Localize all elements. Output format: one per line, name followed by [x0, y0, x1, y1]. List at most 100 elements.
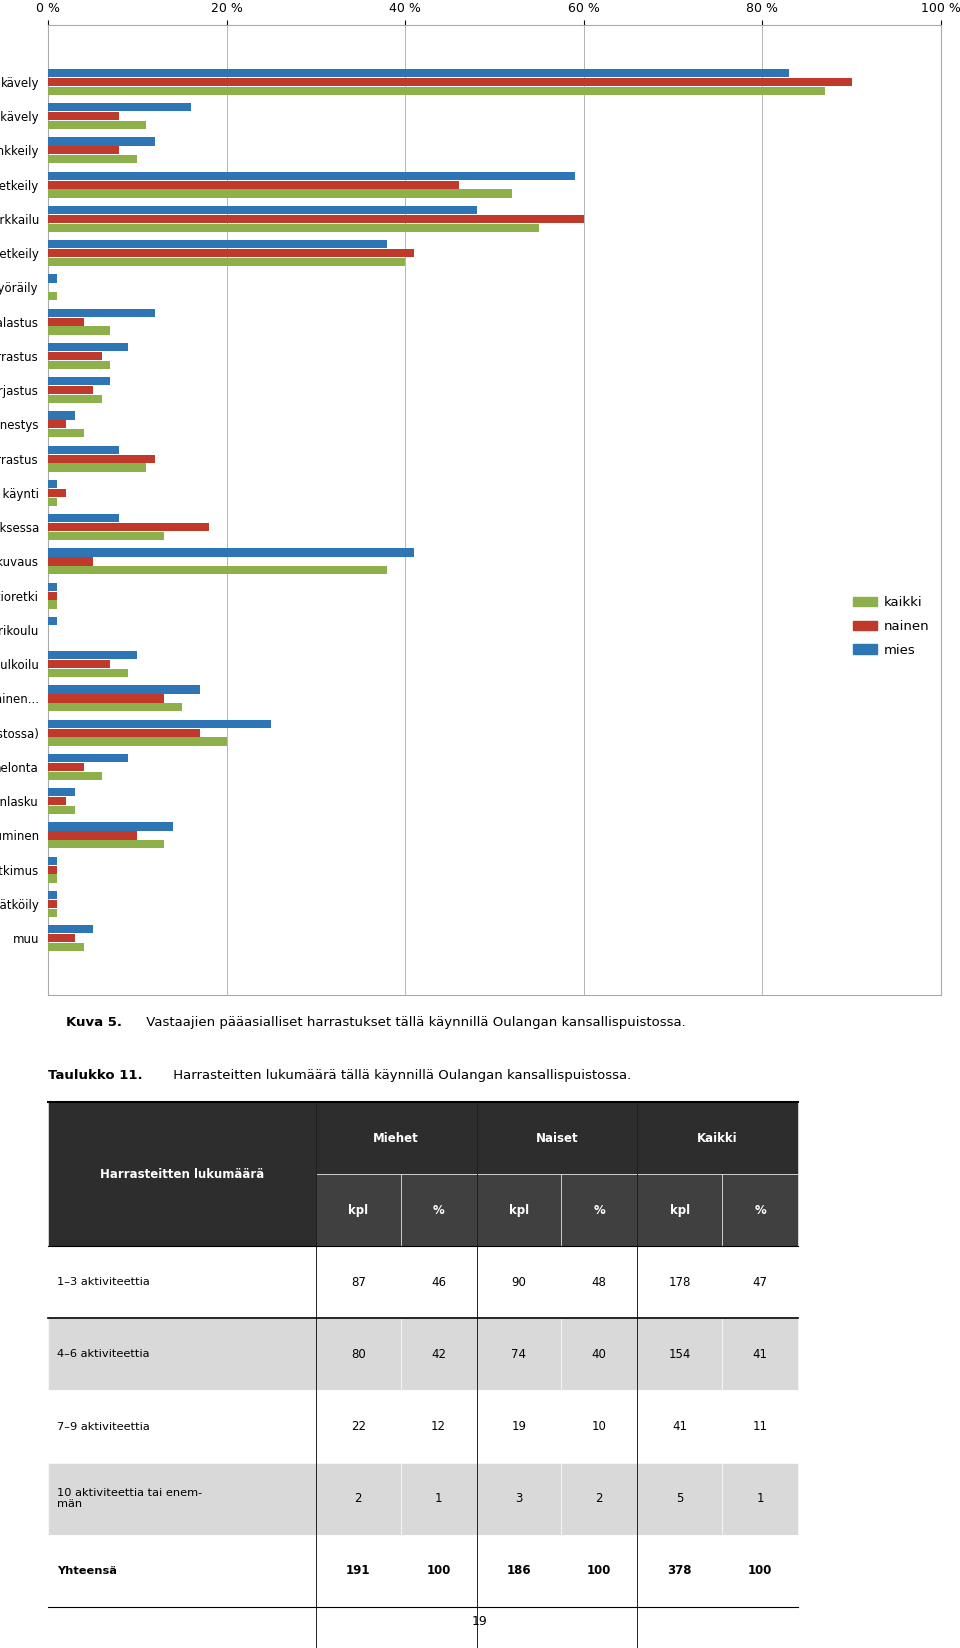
- Text: kpl: kpl: [348, 1203, 369, 1216]
- FancyBboxPatch shape: [562, 1391, 637, 1462]
- Bar: [48, 875, 57, 883]
- Text: Vastaajien pääasialliset harrastukset tällä käynnillä Oulangan kansallispuistoss: Vastaajien pääasialliset harrastukset tä…: [142, 1015, 685, 1028]
- Text: Kuva 5.: Kuva 5.: [66, 1015, 122, 1028]
- Bar: [48, 704, 181, 712]
- Text: 154: 154: [668, 1348, 691, 1361]
- Text: 10: 10: [592, 1421, 607, 1434]
- Bar: [48, 463, 146, 471]
- Bar: [48, 292, 57, 300]
- Bar: [48, 147, 119, 155]
- Bar: [48, 224, 540, 232]
- Text: 2: 2: [354, 1491, 362, 1505]
- Bar: [48, 190, 513, 198]
- Bar: [48, 806, 75, 814]
- Text: 46: 46: [431, 1276, 446, 1289]
- Text: 4–6 aktiviteettia: 4–6 aktiviteettia: [57, 1350, 150, 1360]
- Text: 100: 100: [426, 1564, 451, 1577]
- Bar: [48, 396, 102, 404]
- Bar: [48, 445, 119, 453]
- Bar: [48, 567, 387, 575]
- Text: 1–3 aktiviteettia: 1–3 aktiviteettia: [57, 1277, 150, 1287]
- Bar: [48, 137, 156, 145]
- Bar: [48, 206, 476, 214]
- Bar: [48, 669, 129, 677]
- Text: 41: 41: [672, 1421, 687, 1434]
- Text: Yhteensä: Yhteensä: [57, 1566, 117, 1575]
- FancyBboxPatch shape: [637, 1173, 722, 1246]
- Bar: [48, 771, 102, 780]
- Bar: [48, 498, 57, 506]
- FancyBboxPatch shape: [637, 1318, 722, 1391]
- FancyBboxPatch shape: [562, 1318, 637, 1391]
- Bar: [48, 120, 146, 129]
- Text: 2: 2: [595, 1491, 603, 1505]
- FancyBboxPatch shape: [316, 1462, 400, 1534]
- Bar: [48, 326, 110, 335]
- Text: 3: 3: [516, 1491, 522, 1505]
- Text: 100: 100: [748, 1564, 772, 1577]
- FancyBboxPatch shape: [48, 1318, 316, 1391]
- Bar: [48, 831, 137, 839]
- FancyBboxPatch shape: [476, 1462, 562, 1534]
- FancyBboxPatch shape: [48, 1391, 316, 1462]
- Text: 41: 41: [753, 1348, 767, 1361]
- Bar: [48, 840, 164, 849]
- Text: 48: 48: [592, 1276, 607, 1289]
- FancyBboxPatch shape: [48, 1103, 316, 1246]
- Text: %: %: [755, 1203, 766, 1216]
- FancyBboxPatch shape: [722, 1173, 798, 1246]
- FancyBboxPatch shape: [400, 1391, 476, 1462]
- Bar: [48, 549, 414, 557]
- Legend: kaikki, nainen, mies: kaikki, nainen, mies: [848, 592, 934, 662]
- Text: 191: 191: [346, 1564, 371, 1577]
- Text: 19: 19: [512, 1421, 526, 1434]
- Bar: [48, 377, 110, 386]
- Text: 11: 11: [753, 1421, 767, 1434]
- Text: %: %: [593, 1203, 605, 1216]
- Bar: [48, 900, 57, 908]
- FancyBboxPatch shape: [316, 1246, 400, 1318]
- Text: Kaikki: Kaikki: [697, 1132, 738, 1145]
- Bar: [48, 181, 459, 190]
- Bar: [48, 583, 57, 592]
- FancyBboxPatch shape: [637, 1534, 722, 1607]
- Text: 100: 100: [588, 1564, 612, 1577]
- FancyBboxPatch shape: [476, 1391, 562, 1462]
- Bar: [48, 865, 57, 873]
- Bar: [48, 857, 57, 865]
- FancyBboxPatch shape: [722, 1462, 798, 1534]
- Text: 7–9 aktiviteettia: 7–9 aktiviteettia: [57, 1422, 150, 1432]
- Text: Naiset: Naiset: [536, 1132, 578, 1145]
- Bar: [48, 616, 57, 625]
- Bar: [48, 412, 75, 420]
- Bar: [48, 943, 84, 951]
- FancyBboxPatch shape: [562, 1534, 637, 1607]
- Text: 87: 87: [350, 1276, 366, 1289]
- FancyBboxPatch shape: [722, 1246, 798, 1318]
- Text: 5: 5: [676, 1491, 684, 1505]
- Bar: [48, 112, 119, 120]
- Bar: [48, 351, 102, 359]
- Bar: [48, 87, 825, 96]
- Text: 40: 40: [592, 1348, 607, 1361]
- Bar: [48, 600, 57, 608]
- Bar: [48, 69, 789, 77]
- Bar: [48, 308, 156, 316]
- Bar: [48, 532, 164, 541]
- FancyBboxPatch shape: [48, 1246, 316, 1318]
- Bar: [48, 522, 208, 531]
- Text: 74: 74: [512, 1348, 526, 1361]
- Text: kpl: kpl: [669, 1203, 689, 1216]
- Bar: [48, 892, 57, 900]
- FancyBboxPatch shape: [400, 1318, 476, 1391]
- Text: 90: 90: [512, 1276, 526, 1289]
- Bar: [48, 249, 414, 257]
- Bar: [48, 694, 164, 702]
- Bar: [48, 386, 92, 394]
- Text: 1: 1: [435, 1491, 443, 1505]
- Bar: [48, 686, 200, 694]
- Bar: [48, 798, 66, 806]
- Text: 42: 42: [431, 1348, 446, 1361]
- FancyBboxPatch shape: [476, 1534, 562, 1607]
- Bar: [48, 155, 137, 163]
